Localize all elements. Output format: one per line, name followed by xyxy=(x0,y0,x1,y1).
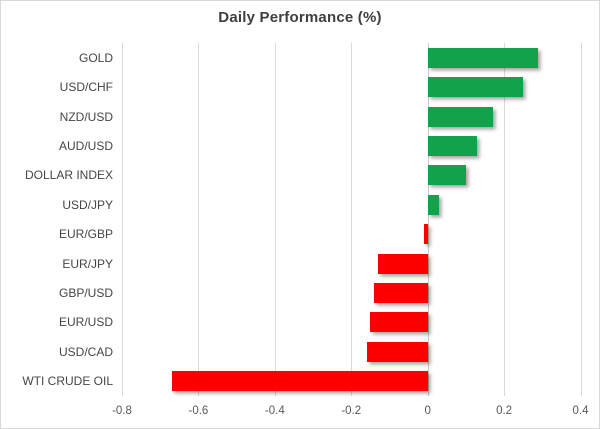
x-tick-label: 0 xyxy=(424,405,431,417)
bar-usd-jpy xyxy=(427,194,440,215)
bar-dollar-index xyxy=(427,165,466,186)
bar-usd-cad xyxy=(366,341,428,362)
category-label: GBP/USD xyxy=(58,286,113,301)
x-tick-label: -0.8 xyxy=(112,405,132,417)
category-label: USD/JPY xyxy=(62,197,113,212)
bar-eur-gbp xyxy=(423,224,428,245)
bar-aud-usd xyxy=(427,135,478,156)
bar-eur-jpy xyxy=(377,253,428,274)
bar-gold xyxy=(427,47,539,68)
category-label: DOLLAR INDEX xyxy=(24,168,113,183)
category-label: EUR/JPY xyxy=(62,256,113,271)
x-tick-label: -0.6 xyxy=(188,405,209,417)
zero-axis-line xyxy=(427,43,429,396)
category-label: EUR/GBP xyxy=(58,227,113,242)
x-tick-label: -0.2 xyxy=(341,405,362,417)
category-label: GOLD xyxy=(78,50,113,65)
bar-nzd-usd xyxy=(427,106,493,127)
chart-title: Daily Performance (%) xyxy=(218,9,382,26)
category-label: WTI CRUDE OIL xyxy=(22,374,113,389)
bar-wti-crude-oil xyxy=(171,371,428,392)
category-label: USD/CHF xyxy=(59,80,113,95)
category-label: NZD/USD xyxy=(59,109,113,124)
bar-eur-usd xyxy=(370,312,428,333)
x-tick-label: 0.4 xyxy=(572,405,589,417)
gridline xyxy=(504,43,506,396)
bar-usd-chf xyxy=(427,77,524,98)
bar-gbp-usd xyxy=(374,283,428,304)
category-label: AUD/USD xyxy=(58,138,113,153)
x-tick-label: 0.2 xyxy=(496,405,513,417)
gridline xyxy=(198,43,200,396)
gridline xyxy=(274,43,276,396)
category-label: USD/CAD xyxy=(58,344,113,359)
gridline xyxy=(580,43,582,396)
gridline xyxy=(122,43,123,396)
gridline xyxy=(351,43,353,396)
x-tick-label: -0.4 xyxy=(264,405,285,417)
category-label: EUR/USD xyxy=(58,315,113,330)
